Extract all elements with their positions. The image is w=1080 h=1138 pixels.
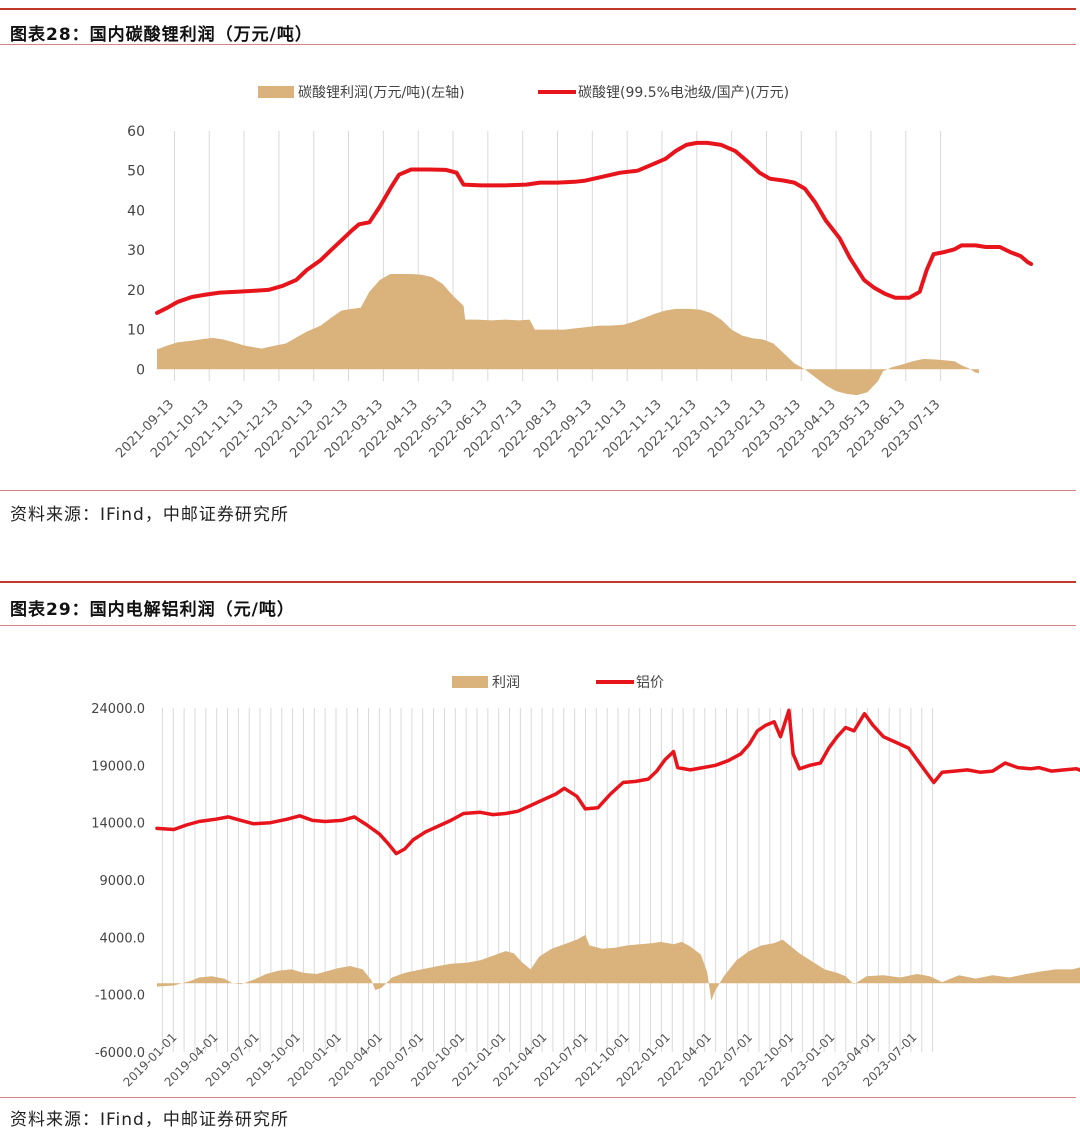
y-tick-label: 10: [127, 323, 145, 339]
legend-label-profit: 利润: [492, 675, 520, 691]
source-note: 资料来源：IFind，中邮证券研究所: [10, 1110, 289, 1130]
figure-top-rule: [0, 8, 1076, 10]
profit-area-series: [157, 274, 979, 396]
profit-area-series: [157, 935, 1080, 1001]
y-tick-label: 19000.0: [91, 759, 145, 774]
chart-legend: 利润 铝价: [452, 675, 664, 691]
profit-area: [157, 935, 1080, 1001]
price-line-series: [155, 140, 1034, 315]
aluminium-chart: 利润 铝价 -6000.0 -1000.0 4000.0 9000.0 14000.0 1…: [91, 675, 1080, 1089]
y-tick-label: 20: [127, 283, 145, 299]
x-axis-ticks: 2021-09-132021-10-132021-11-132021-12-13…: [113, 397, 943, 461]
figure-title: 图表29：国内电解铝利润（元/吨）: [10, 600, 295, 620]
source-note: 资料来源：IFind，中邮证券研究所: [10, 505, 289, 525]
y-tick-label: 30: [127, 243, 145, 259]
price-line: [155, 140, 1034, 315]
legend-label-profit: 碳酸锂利润(万元/吨)(左轴): [298, 85, 465, 101]
y-tick-label: 24000.0: [91, 702, 145, 717]
legend-label-price: 碳酸锂(99.5%电池级/国产)(万元): [578, 85, 789, 101]
legend-swatch-profit: [258, 86, 294, 98]
figure-title: 图表28：国内碳酸锂利润（万元/吨）: [10, 25, 313, 45]
y-tick-label: -6000.0: [95, 1046, 145, 1061]
figure-29: 图表29：国内电解铝利润（元/吨） 利润 铝价 -6000.0 -1000.0 40…: [0, 575, 1080, 1138]
figure-top-rule: [0, 581, 1076, 583]
lithium-carbonate-chart: 碳酸锂利润(万元/吨)(左轴) 碳酸锂(99.5%电池级/国产)(万元) 0 10…: [113, 85, 1034, 461]
y-tick-label: 40: [127, 203, 145, 219]
y-tick-label: -1000.0: [95, 989, 145, 1004]
profit-area: [157, 274, 979, 396]
y-tick-label: 0: [136, 362, 145, 378]
price-line: [155, 708, 1080, 856]
figure-28: 图表28：国内碳酸锂利润（万元/吨） 碳酸锂利润(万元/吨)(左轴) 碳酸锂(9…: [0, 0, 1080, 540]
y-axis-ticks: 0 10 20 30 40 50 60: [127, 124, 145, 378]
legend-swatch-profit: [452, 676, 488, 688]
source-rule: [0, 1097, 1076, 1098]
y-tick-label: 60: [127, 124, 145, 140]
source-rule: [0, 490, 1076, 491]
y-axis-ticks: -6000.0 -1000.0 4000.0 9000.0 14000.0 19000.0…: [91, 702, 145, 1061]
y-tick-label: 14000.0: [91, 817, 145, 832]
vertical-gridlines: [161, 708, 934, 1052]
y-tick-label: 4000.0: [100, 931, 146, 946]
legend-label-price: 铝价: [636, 675, 664, 691]
figure-title-rule: [0, 44, 1076, 45]
y-tick-label: 50: [127, 164, 145, 180]
y-tick-label: 9000.0: [100, 874, 146, 889]
figure-title-rule: [0, 625, 1076, 626]
chart-legend: 碳酸锂利润(万元/吨)(左轴) 碳酸锂(99.5%电池级/国产)(万元): [258, 85, 789, 101]
price-line-series: [155, 708, 1080, 856]
